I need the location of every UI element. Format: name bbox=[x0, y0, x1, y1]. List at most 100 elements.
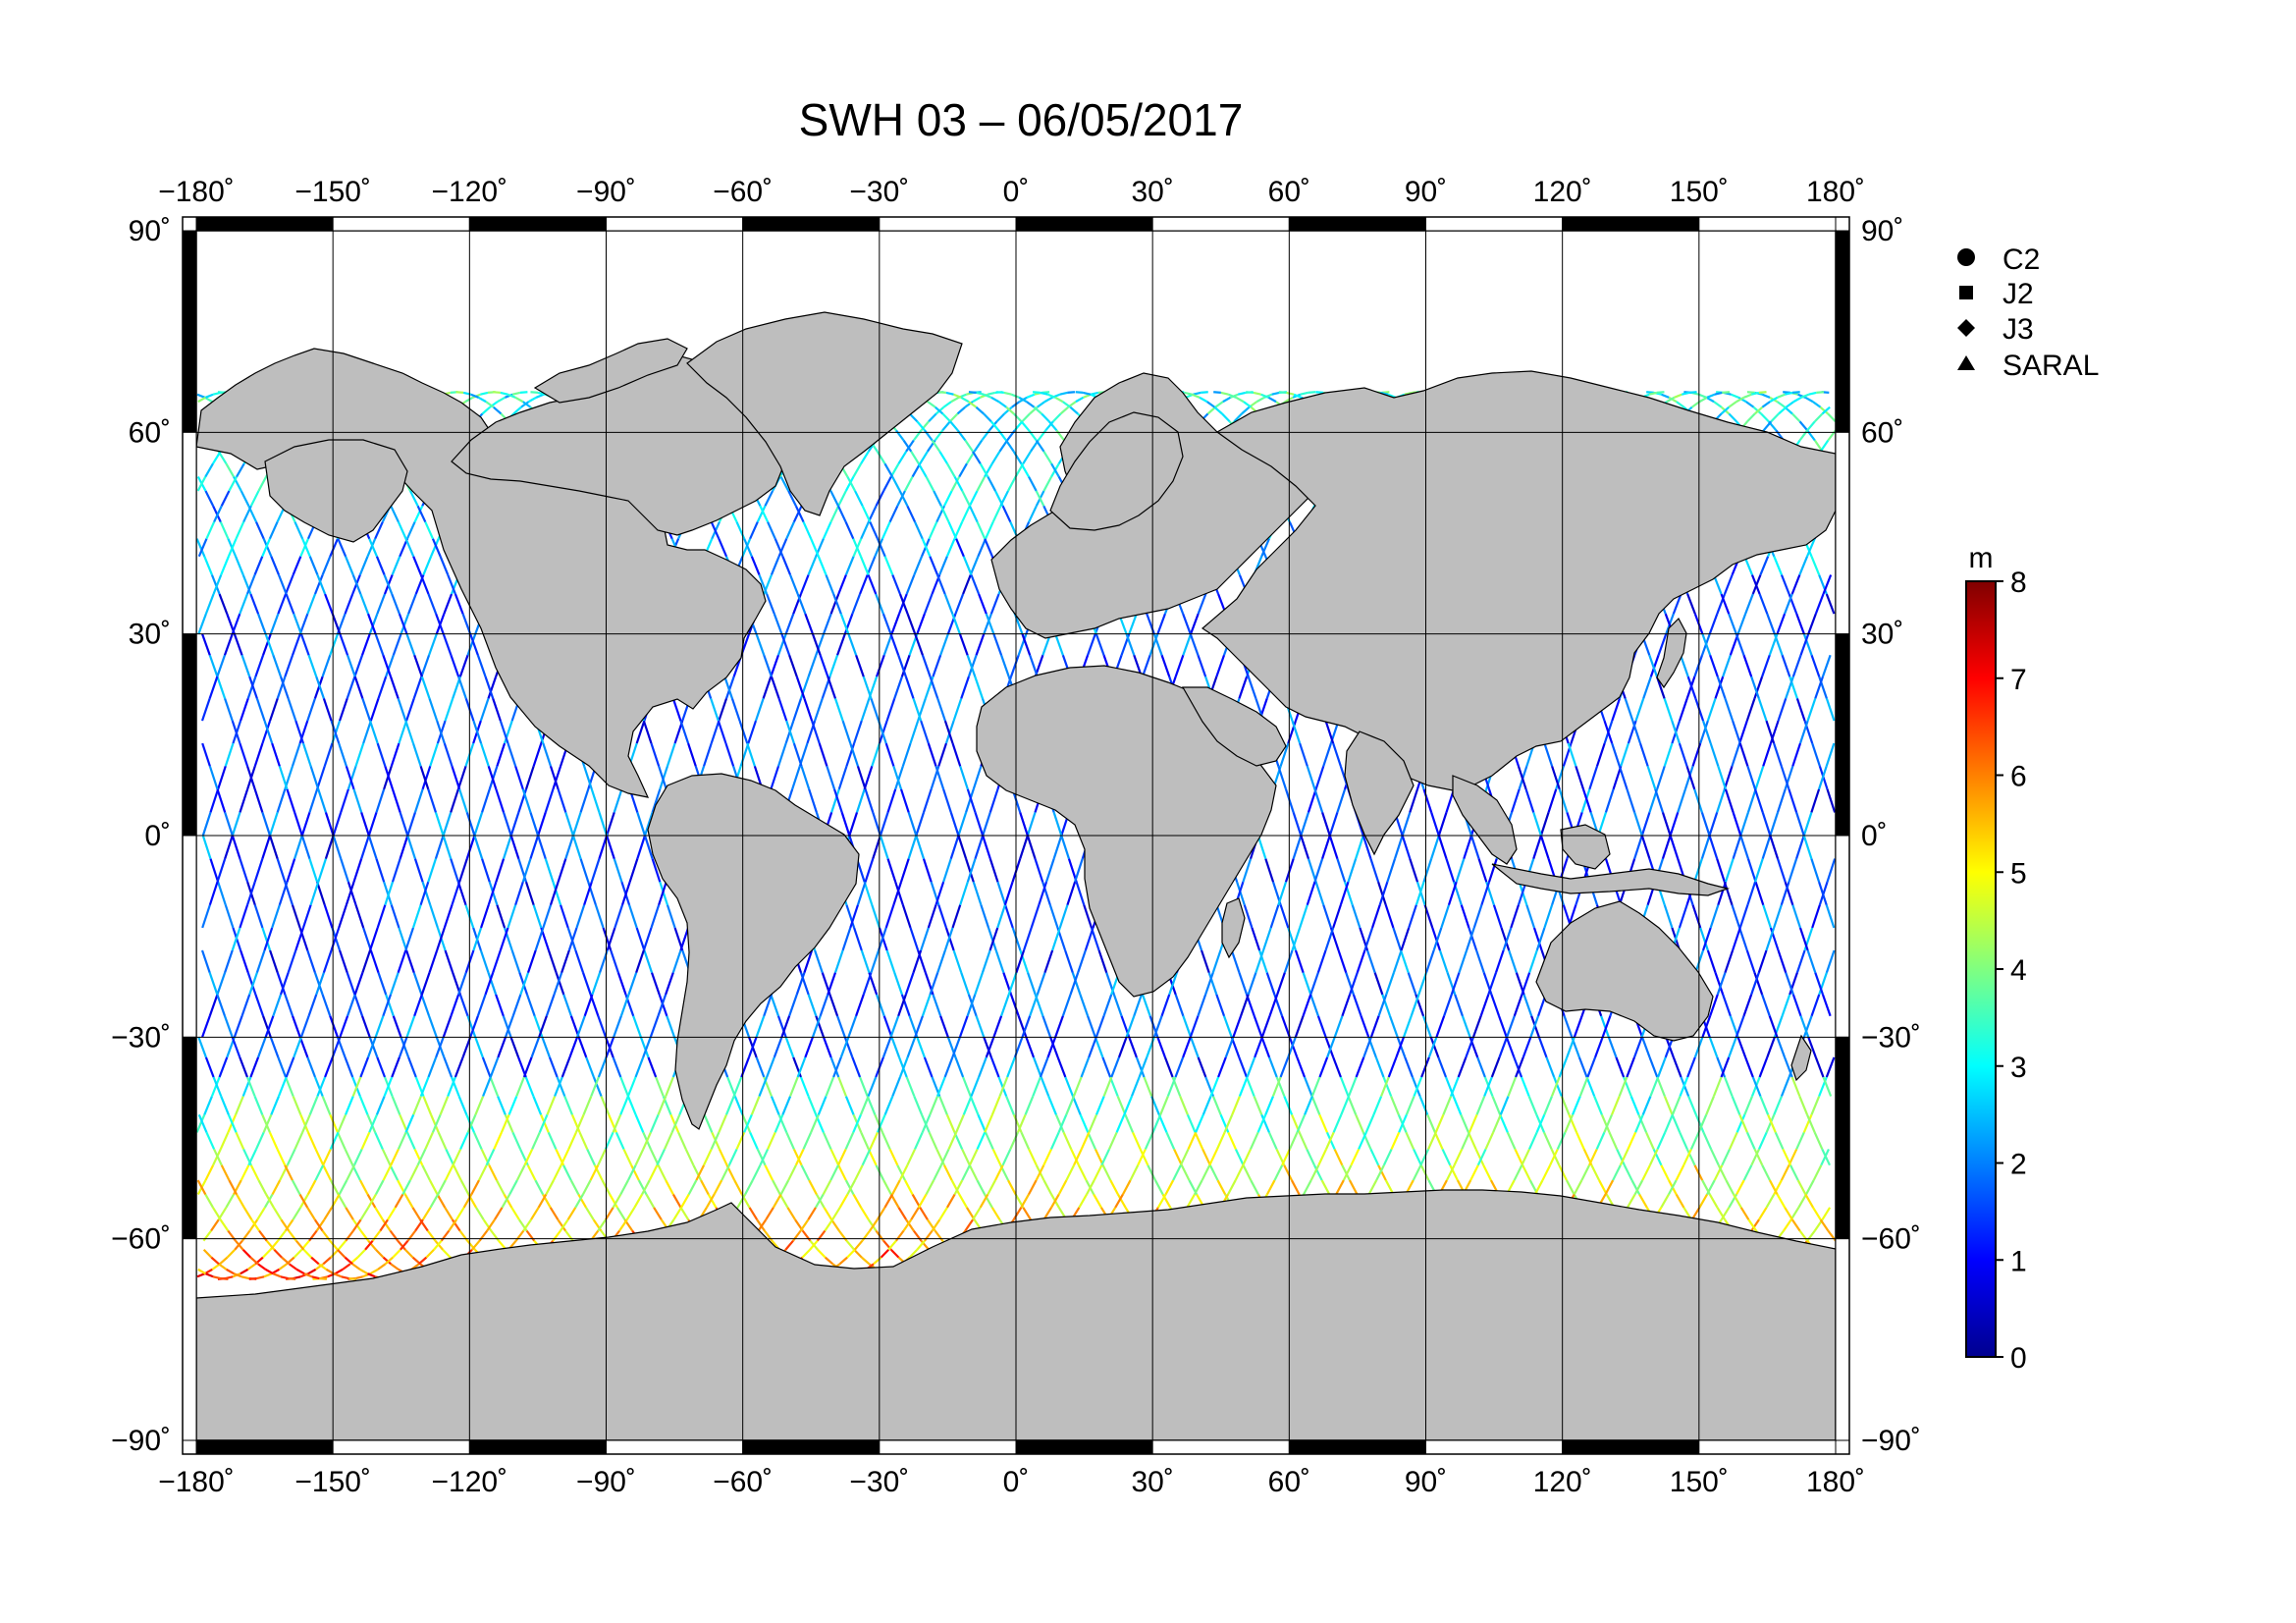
track-segment bbox=[825, 574, 835, 595]
track-segment bbox=[597, 1218, 607, 1232]
track-segment bbox=[770, 676, 780, 699]
track-segment bbox=[945, 538, 956, 558]
track-segment bbox=[394, 1193, 404, 1209]
track-segment bbox=[1475, 949, 1485, 973]
track-segment bbox=[216, 858, 227, 883]
track-segment bbox=[261, 835, 272, 859]
track-segment bbox=[1476, 1056, 1486, 1078]
track-segment bbox=[792, 505, 803, 523]
track-segment bbox=[1656, 1076, 1666, 1097]
track-segment bbox=[802, 1131, 813, 1150]
track-segment bbox=[938, 391, 946, 394]
track-segment bbox=[876, 1113, 886, 1133]
track-segment bbox=[1725, 1179, 1735, 1195]
track-segment bbox=[1510, 788, 1521, 813]
track-segment bbox=[1377, 994, 1388, 1017]
track-segment bbox=[1258, 949, 1268, 973]
track-segment bbox=[465, 1113, 475, 1133]
track-segment bbox=[519, 391, 528, 394]
track-segment bbox=[475, 1207, 485, 1220]
track-segment bbox=[308, 788, 319, 813]
track-segment bbox=[307, 654, 318, 677]
track-segment bbox=[800, 765, 811, 790]
track-segment bbox=[530, 1207, 540, 1220]
track-segment bbox=[613, 788, 623, 813]
track-segment bbox=[799, 1076, 810, 1097]
track-segment bbox=[1313, 1164, 1323, 1181]
track-segment bbox=[995, 412, 1005, 423]
track-segment bbox=[368, 613, 379, 635]
track-segment bbox=[554, 1076, 563, 1097]
track-segment bbox=[576, 1015, 586, 1038]
track-segment bbox=[444, 1164, 454, 1181]
track-segment bbox=[770, 765, 780, 790]
track-segment bbox=[789, 574, 799, 595]
track-segment bbox=[1028, 1148, 1038, 1166]
track-segment bbox=[353, 994, 364, 1017]
track-segment bbox=[837, 1164, 847, 1181]
track-segment bbox=[756, 1218, 766, 1232]
track-segment bbox=[208, 881, 219, 906]
track-segment bbox=[642, 1131, 652, 1150]
track-segment bbox=[1078, 1193, 1088, 1209]
track-segment bbox=[913, 1096, 924, 1115]
track-segment bbox=[846, 1248, 856, 1259]
track-segment bbox=[1302, 972, 1312, 996]
track-segment bbox=[1672, 1056, 1682, 1078]
track-segment bbox=[869, 1218, 879, 1232]
track-segment bbox=[210, 1218, 220, 1232]
track-segment bbox=[397, 698, 407, 722]
track-segment bbox=[376, 593, 387, 615]
track-segment bbox=[1445, 858, 1456, 883]
track-segment bbox=[1117, 1036, 1128, 1058]
track-segment bbox=[1360, 1015, 1370, 1038]
track-segment bbox=[1152, 1015, 1163, 1038]
track-segment bbox=[1109, 1076, 1119, 1097]
track-segment bbox=[766, 593, 775, 615]
track-segment bbox=[632, 1015, 642, 1038]
track-segment bbox=[867, 1076, 878, 1097]
track-segment bbox=[931, 1218, 941, 1232]
track-segment bbox=[1048, 904, 1059, 929]
track-segment bbox=[1463, 835, 1472, 859]
track-segment bbox=[1065, 1096, 1075, 1115]
track-segment bbox=[425, 1248, 435, 1259]
track-segment bbox=[1362, 1036, 1372, 1058]
track-segment bbox=[773, 1036, 783, 1058]
track-segment bbox=[1522, 1164, 1531, 1181]
track-segment bbox=[1351, 904, 1362, 929]
track-segment bbox=[1238, 1056, 1248, 1078]
track-segment bbox=[1307, 858, 1317, 883]
track-segment bbox=[992, 1015, 1003, 1038]
track-segment bbox=[1385, 972, 1395, 996]
track-segment bbox=[499, 720, 509, 744]
track-segment bbox=[1386, 858, 1397, 883]
track-segment bbox=[1780, 574, 1790, 595]
track-segment bbox=[1251, 927, 1261, 951]
track-segment bbox=[759, 505, 770, 523]
track-segment bbox=[1116, 1096, 1127, 1115]
track-segment bbox=[1101, 1164, 1112, 1181]
track-segment bbox=[703, 1113, 714, 1133]
track-segment bbox=[838, 1256, 848, 1266]
track-segment bbox=[322, 949, 333, 973]
track-segment bbox=[240, 1268, 249, 1275]
track-segment bbox=[405, 1015, 416, 1038]
track-segment bbox=[1012, 1207, 1023, 1220]
track-segment bbox=[556, 1076, 566, 1097]
track-segment bbox=[990, 396, 1000, 404]
track-segment bbox=[730, 698, 741, 722]
track-segment bbox=[827, 972, 837, 996]
track-segment bbox=[442, 812, 453, 837]
track-segment bbox=[892, 765, 903, 790]
track-segment bbox=[703, 742, 713, 767]
track-segment bbox=[1075, 881, 1086, 906]
track-segment bbox=[322, 1148, 332, 1166]
track-segment bbox=[411, 904, 422, 929]
track-segment bbox=[389, 972, 400, 996]
track-segment bbox=[1590, 1164, 1601, 1181]
track-segment bbox=[515, 1076, 525, 1097]
track-segment bbox=[937, 904, 948, 929]
track-segment bbox=[852, 462, 863, 478]
track-segment bbox=[914, 633, 924, 656]
